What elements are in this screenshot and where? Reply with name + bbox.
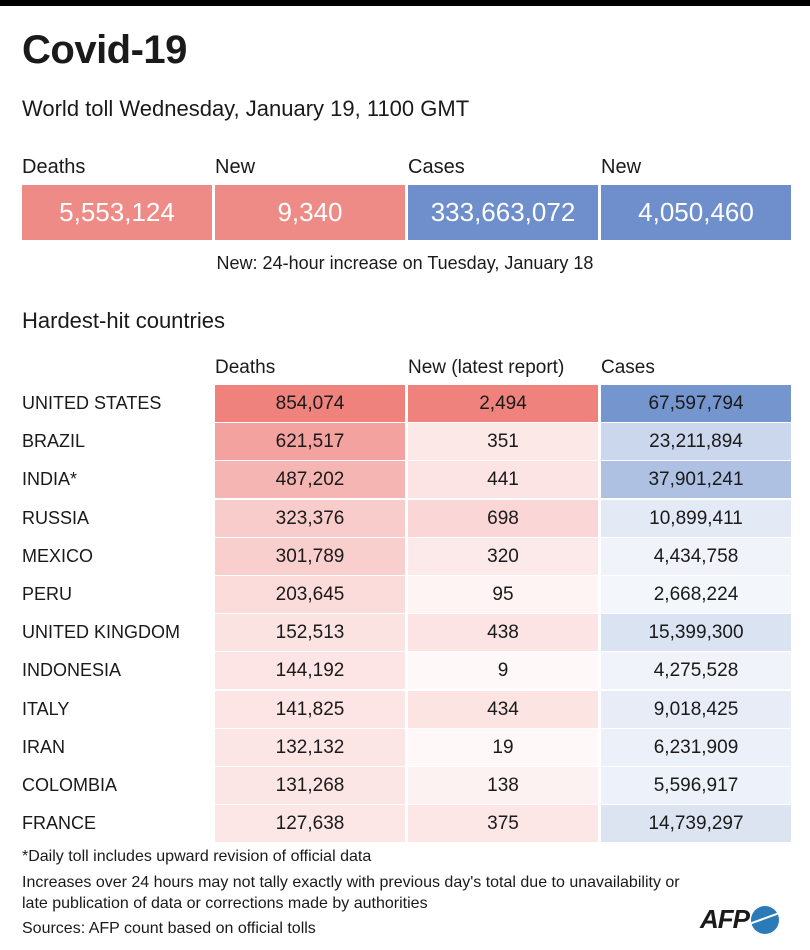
total-cases-value: 333,663,072 — [408, 185, 598, 240]
page-title: Covid-19 — [22, 28, 187, 72]
new-deaths-cell: 438 — [408, 614, 598, 652]
table-row: UNITED KINGDOM 152,513 438 15,399,300 — [0, 614, 810, 652]
table-row: PERU 203,645 95 2,668,224 — [0, 576, 810, 613]
cases-cell: 67,597,794 — [601, 385, 791, 422]
new-deaths-cell: 441 — [408, 461, 598, 499]
total-new-cases-label: New — [601, 156, 642, 178]
cases-cell: 14,739,297 — [601, 805, 791, 843]
country-name: RUSSIA — [22, 507, 90, 528]
new-deaths-cell: 9 — [408, 652, 598, 690]
table-row: FRANCE 127,638 375 14,739,297 — [0, 805, 810, 843]
cases-cell: 15,399,300 — [601, 614, 791, 652]
country-name: UNITED STATES — [22, 393, 162, 413]
deaths-cell: 487,202 — [215, 461, 405, 499]
table-row: INDONESIA 144,192 9 4,275,528 — [0, 652, 810, 690]
column-header-new: New (latest report) — [408, 357, 565, 378]
footnote-sources: Sources: AFP count based on official tol… — [22, 920, 316, 937]
globe-icon — [751, 905, 779, 934]
total-deaths-label: Deaths — [22, 156, 86, 178]
footnote-revision: *Daily toll includes upward revision of … — [22, 848, 372, 865]
new-deaths-cell: 95 — [408, 576, 598, 613]
deaths-cell: 152,513 — [215, 614, 405, 652]
country-name: COLOMBIA — [22, 775, 118, 795]
afp-logo-text: AFP — [700, 904, 750, 934]
table-row: IRAN 132,132 19 6,231,909 — [0, 728, 810, 766]
deaths-cell: 141,825 — [215, 690, 405, 728]
country-name: INDONESIA — [22, 660, 122, 681]
cases-cell: 10,899,411 — [601, 499, 791, 537]
footnote-increases: Increases over 24 hours may not tally ex… — [22, 874, 680, 912]
deaths-cell: 132,132 — [215, 728, 405, 766]
new-deaths-cell: 375 — [408, 805, 598, 843]
deaths-cell: 203,645 — [215, 576, 405, 613]
table-row: UNITED STATES 854,074 2,494 67,597,794 — [0, 385, 810, 422]
country-name: IRAN — [22, 736, 66, 757]
deaths-cell: 131,268 — [215, 767, 405, 804]
new-deaths-cell: 434 — [408, 690, 598, 728]
table-row: ITALY 141,825 434 9,018,425 — [0, 690, 810, 728]
deaths-cell: 854,074 — [215, 385, 405, 422]
country-name: INDIA* — [22, 469, 78, 490]
total-new-deaths-label: New — [215, 156, 256, 178]
top-rule — [0, 0, 810, 6]
column-header-deaths: Deaths — [215, 357, 276, 378]
new-deaths-cell: 698 — [408, 499, 598, 537]
cases-cell: 4,434,758 — [601, 537, 791, 575]
country-name: PERU — [22, 584, 73, 604]
total-cases-label: Cases — [408, 156, 465, 178]
table-row: RUSSIA 323,376 698 10,899,411 — [0, 499, 810, 537]
new-deaths-cell: 351 — [408, 423, 598, 461]
total-deaths-value: 5,553,124 — [22, 185, 212, 240]
totals-note: New: 24-hour increase on Tuesday, Januar… — [216, 253, 594, 273]
country-name: FRANCE — [22, 813, 97, 834]
deaths-cell: 323,376 — [215, 499, 405, 537]
deaths-cell: 621,517 — [215, 423, 405, 461]
cases-cell: 4,275,528 — [601, 652, 791, 690]
new-deaths-cell: 320 — [408, 537, 598, 575]
deaths-cell: 301,789 — [215, 537, 405, 575]
deaths-cell: 144,192 — [215, 652, 405, 690]
cases-cell: 5,596,917 — [601, 767, 791, 804]
subtitle: World toll Wednesday, January 19, 1100 G… — [22, 96, 470, 121]
cases-cell: 2,668,224 — [601, 576, 791, 613]
country-name: BRAZIL — [22, 431, 86, 452]
total-new-deaths-value: 9,340 — [215, 185, 405, 240]
country-name: UNITED KINGDOM — [22, 622, 181, 643]
section-title: Hardest-hit countries — [22, 308, 225, 333]
deaths-cell: 127,638 — [215, 805, 405, 843]
table-row: BRAZIL 621,517 351 23,211,894 — [0, 423, 810, 461]
cases-cell: 23,211,894 — [601, 423, 791, 461]
cases-cell: 9,018,425 — [601, 690, 791, 728]
new-deaths-cell: 2,494 — [408, 385, 598, 422]
table-row: INDIA* 487,202 441 37,901,241 — [0, 461, 810, 499]
table-row: MEXICO 301,789 320 4,434,758 — [0, 537, 810, 575]
new-deaths-cell: 138 — [408, 767, 598, 804]
total-new-cases-value: 4,050,460 — [601, 185, 791, 240]
country-name: ITALY — [22, 698, 70, 719]
new-deaths-cell: 19 — [408, 728, 598, 766]
cases-cell: 6,231,909 — [601, 728, 791, 766]
column-header-cases: Cases — [601, 357, 655, 378]
afp-logo: AFP — [700, 904, 779, 935]
cases-cell: 37,901,241 — [601, 461, 791, 499]
country-name: MEXICO — [22, 545, 94, 566]
table-row: COLOMBIA 131,268 138 5,596,917 — [0, 767, 810, 804]
